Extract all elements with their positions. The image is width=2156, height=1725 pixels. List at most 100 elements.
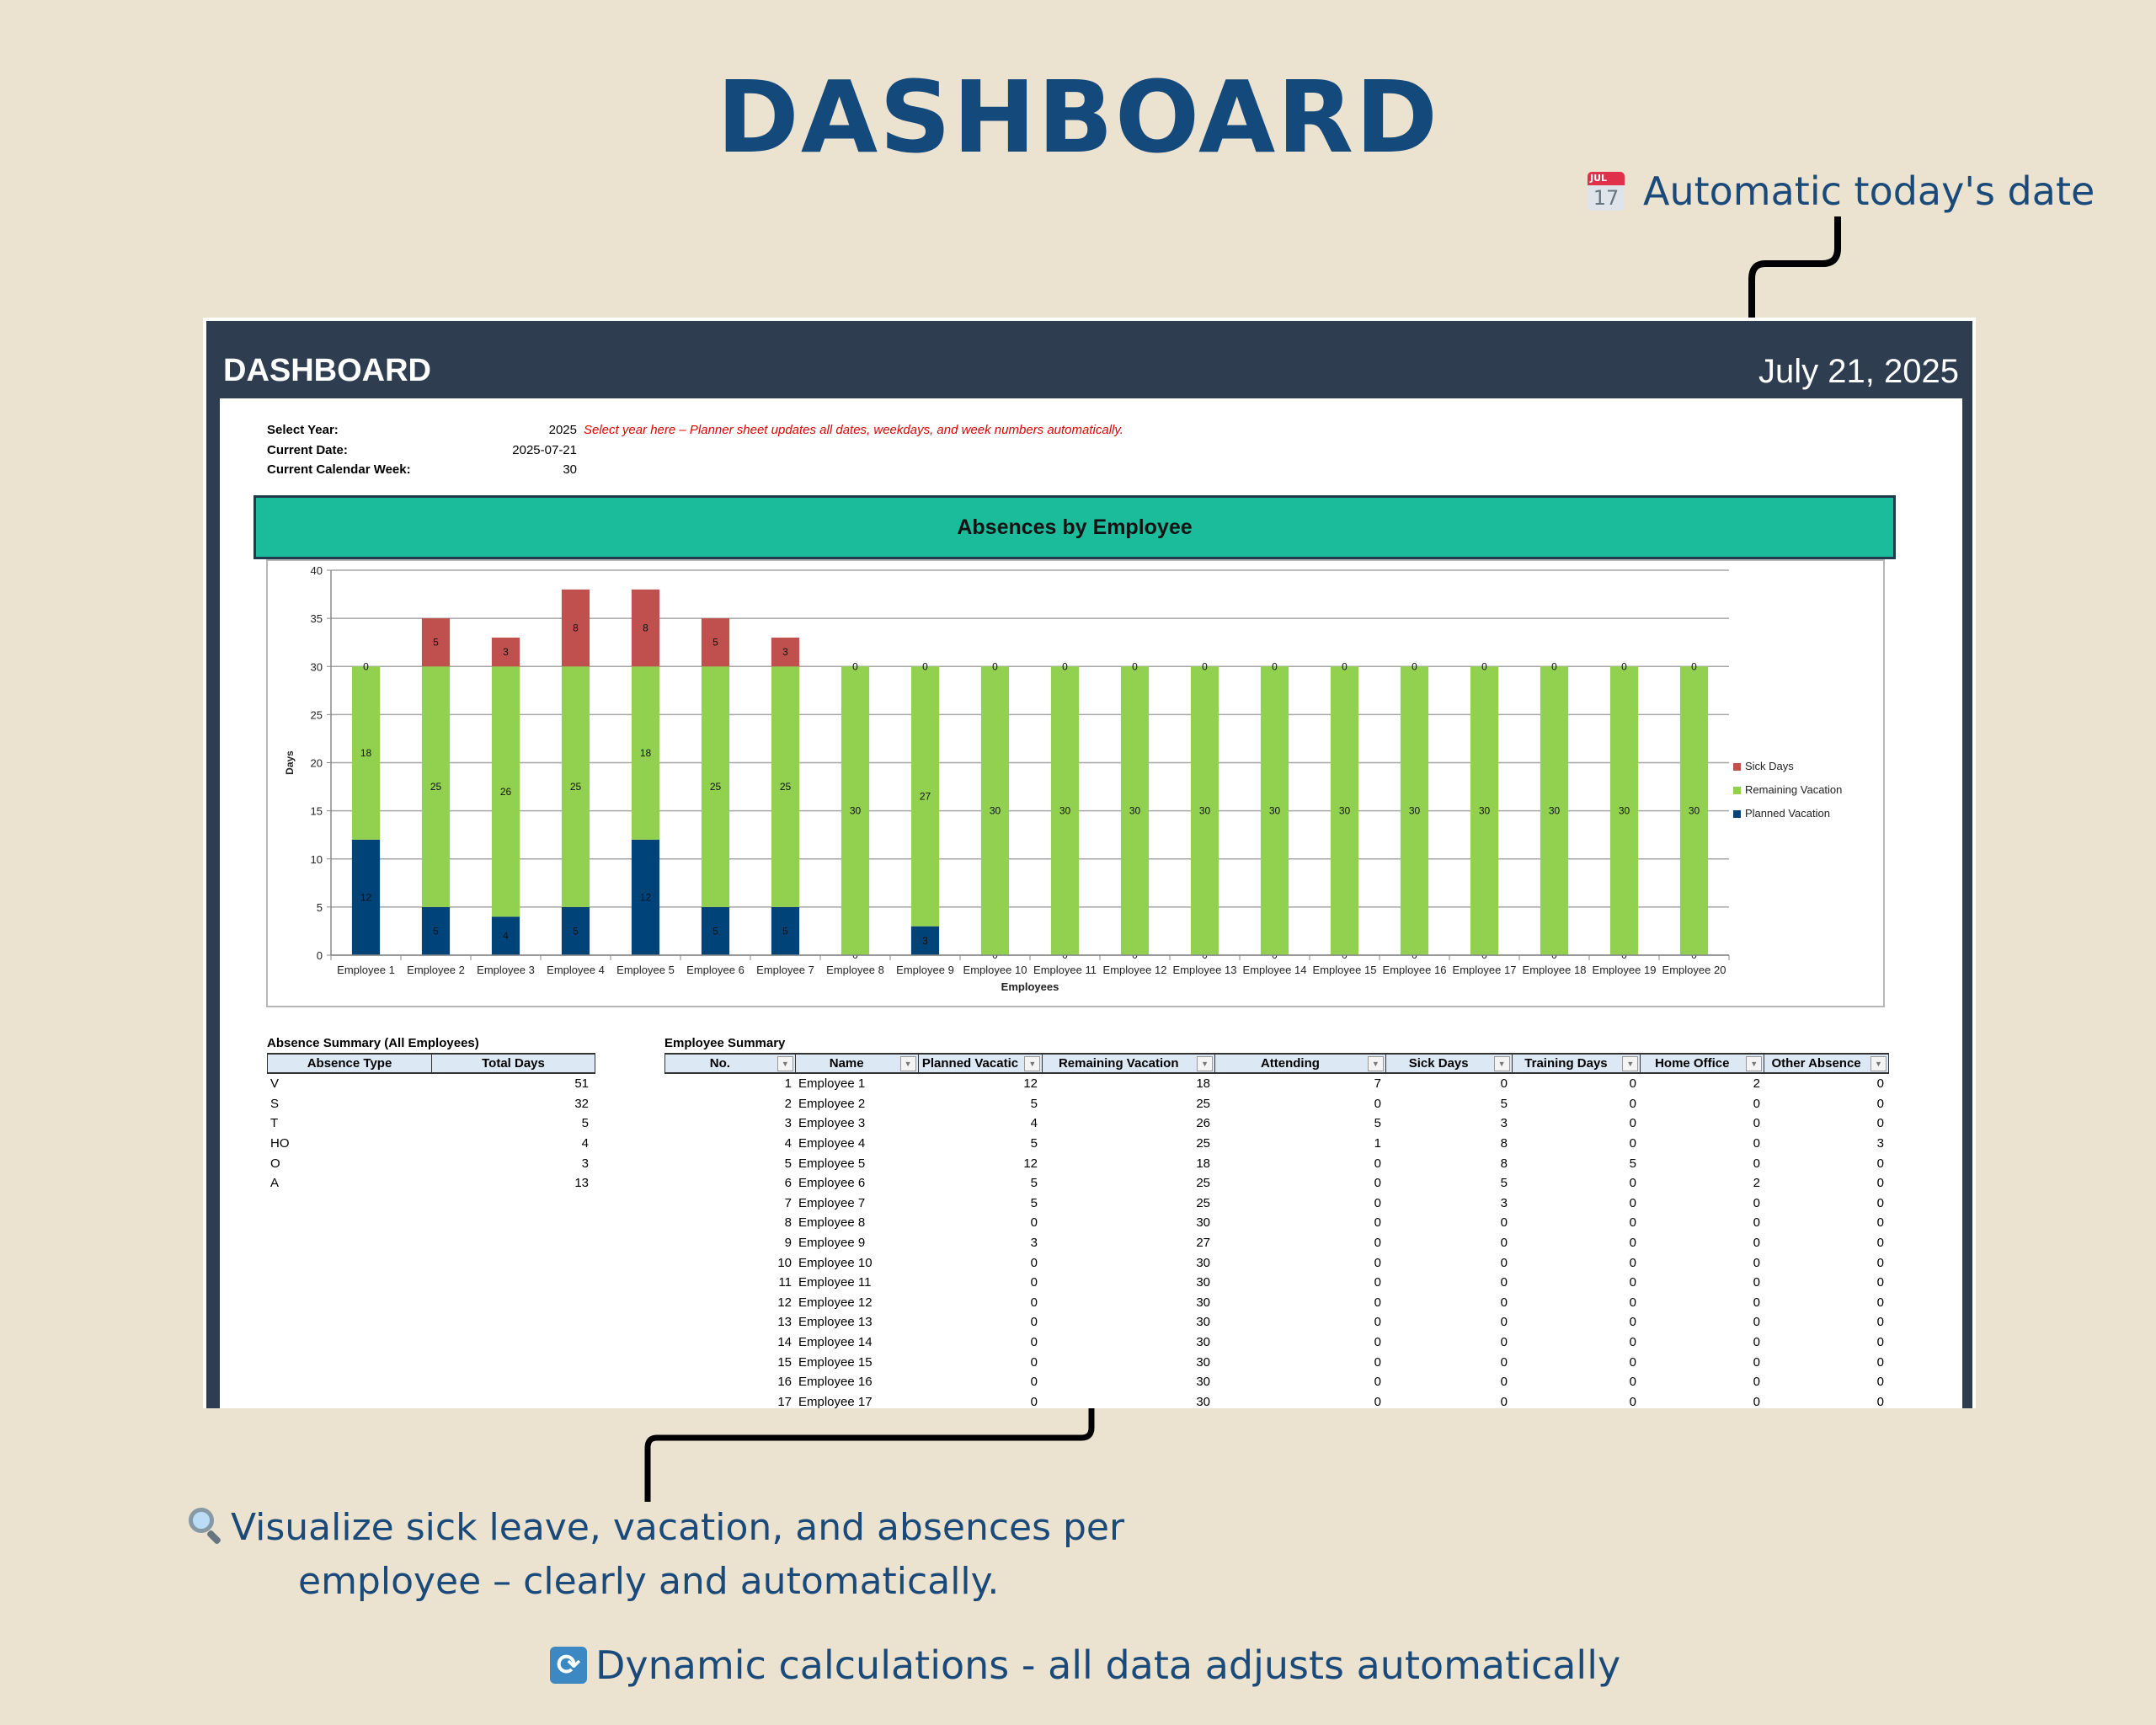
x-tick-label: Employee 14	[1243, 964, 1307, 976]
legend-item[interactable]: Remaining Vacation	[1733, 778, 1842, 802]
data-label: 30	[990, 805, 1001, 817]
filter-dropdown-name[interactable]: ▼	[899, 1056, 916, 1071]
bar-segment[interactable]	[771, 637, 800, 667]
bar-segment[interactable]	[491, 916, 520, 955]
bar-segment[interactable]	[561, 906, 590, 955]
bar-segment[interactable]	[421, 666, 451, 907]
data-label: 26	[500, 786, 512, 798]
x-tick-label: Employee 3	[477, 964, 535, 976]
table-row: 11 Employee 11 0 30 0 0 0 0 0	[778, 1275, 1884, 1290]
filter-dropdown-planned-vacation[interactable]: ▼	[1024, 1056, 1041, 1071]
bar-segment[interactable]	[631, 589, 660, 667]
data-label: 0	[852, 660, 858, 672]
data-label: 25	[430, 781, 442, 793]
x-tick-label: Employee 1	[337, 964, 395, 976]
data-label: 0	[1621, 660, 1627, 672]
legend-item[interactable]: Sick Days	[1733, 755, 1842, 778]
y-tick-label: 35	[311, 612, 323, 625]
table-row: S 32	[270, 1096, 589, 1111]
x-tick-label: Employee 15	[1313, 964, 1377, 976]
col-header-name: Name ▼	[796, 1055, 919, 1072]
y-tick-label: 25	[311, 708, 323, 721]
bar-segment[interactable]	[421, 618, 451, 667]
bar-segment[interactable]	[491, 637, 520, 667]
table-row: 10 Employee 10 0 30 0 0 0 0 0	[777, 1255, 1884, 1270]
bar-segment[interactable]	[561, 666, 590, 907]
callout-dynamic: ⟳ Dynamic calculations - all data adjust…	[550, 1642, 1620, 1688]
filter-dropdown-remaining-vacation[interactable]: ▼	[1197, 1056, 1214, 1071]
bar-segment[interactable]	[351, 839, 381, 955]
bar-segment[interactable]	[1050, 666, 1080, 955]
bar-segment[interactable]	[561, 589, 590, 667]
bar-segment[interactable]	[1330, 666, 1359, 955]
col-header-planned-vacation: Planned Vacatic ▼	[919, 1055, 1043, 1072]
bar-segment[interactable]	[1120, 666, 1150, 955]
x-tick-label: Employee 17	[1453, 964, 1517, 976]
bar-segment[interactable]	[1190, 666, 1219, 955]
bar-segment[interactable]	[841, 666, 870, 955]
y-tick-label: 30	[311, 660, 323, 673]
bar-segment[interactable]	[701, 618, 730, 667]
data-label: 0	[992, 660, 998, 672]
data-label: 18	[640, 747, 652, 759]
bar-segment[interactable]	[701, 666, 730, 907]
data-label: 5	[433, 637, 439, 649]
filter-dropdown-sick-days[interactable]: ▼	[1493, 1056, 1510, 1071]
x-tick-label: Employee 20	[1662, 964, 1726, 976]
filter-dropdown-attending[interactable]: ▼	[1367, 1056, 1384, 1071]
data-label: 4	[503, 930, 509, 942]
data-label: 5	[712, 637, 718, 649]
bar-segment[interactable]	[1400, 666, 1429, 955]
bar-segment[interactable]	[771, 906, 800, 955]
data-label: 30	[1269, 805, 1281, 817]
filter-dropdown-training-days[interactable]: ▼	[1622, 1056, 1639, 1071]
data-label: 0	[1062, 660, 1068, 672]
col-header-home-office: Home Office ▼	[1641, 1055, 1765, 1072]
data-label: 30	[1619, 805, 1630, 817]
data-label: 0	[1202, 660, 1208, 672]
x-tick-label: Employee 2	[407, 964, 465, 976]
data-label: 25	[710, 781, 722, 793]
data-label: 30	[1199, 805, 1211, 817]
bar-segment[interactable]	[980, 666, 1010, 955]
bar-segment[interactable]	[1679, 666, 1709, 955]
x-tick-label: Employee 10	[963, 964, 1027, 976]
y-tick-label: 20	[311, 757, 323, 770]
table-row: 17 Employee 17 0 30 0 0 0 0 0	[777, 1394, 1884, 1409]
bar-segment[interactable]	[1609, 666, 1639, 955]
bar-segment[interactable]	[701, 906, 730, 955]
data-label: 8	[573, 622, 579, 634]
data-label: 3	[922, 935, 928, 947]
table-row: 14 Employee 14 0 30 0 0 0 0 0	[777, 1335, 1884, 1350]
spreadsheet-dashboard: DASHBOARD July 21, 2025 Select Year: 202…	[203, 318, 1976, 1409]
bar-segment[interactable]	[910, 666, 940, 927]
filter-dropdown-no[interactable]: ▼	[776, 1056, 793, 1071]
bar-segment[interactable]	[1260, 666, 1289, 955]
bar-segment[interactable]	[351, 666, 381, 840]
select-year-cell[interactable]: 2025	[548, 423, 577, 437]
x-tick-label: Employee 7	[756, 964, 814, 976]
data-label: 3	[503, 646, 509, 658]
bar-segment[interactable]	[491, 666, 520, 917]
data-label: 0	[1132, 660, 1138, 672]
bar-segment[interactable]	[631, 839, 660, 955]
data-label: 18	[360, 747, 372, 759]
bar-segment[interactable]	[1470, 666, 1499, 955]
y-tick-label: 0	[317, 949, 323, 962]
legend-item[interactable]: Planned Vacation	[1733, 802, 1842, 825]
filter-dropdown-other-absence[interactable]: ▼	[1870, 1056, 1886, 1071]
x-tick-label: Employee 18	[1523, 964, 1587, 976]
bar-segment[interactable]	[771, 666, 800, 907]
x-tick-label: Employee 8	[826, 964, 884, 976]
refresh-icon: ⟳	[550, 1647, 587, 1684]
filter-dropdown-home-office[interactable]: ▼	[1746, 1056, 1763, 1071]
bar-segment[interactable]	[1540, 666, 1569, 955]
bar-segment[interactable]	[631, 666, 660, 840]
select-year-note: Select year here – Planner sheet updates…	[584, 423, 1123, 437]
data-label: 30	[1059, 805, 1071, 817]
absence-summary-table: Absence Summary (All Employees) Absence …	[267, 1036, 595, 1194]
x-tick-label: Employee 11	[1033, 964, 1097, 976]
absences-chart[interactable]: 0 5 10 15 20 25 30 35 40 Days 12 18 0 Employee 1 5 25 5 E…	[266, 559, 1885, 1007]
bar-segment[interactable]	[910, 926, 940, 955]
bar-segment[interactable]	[421, 906, 451, 955]
